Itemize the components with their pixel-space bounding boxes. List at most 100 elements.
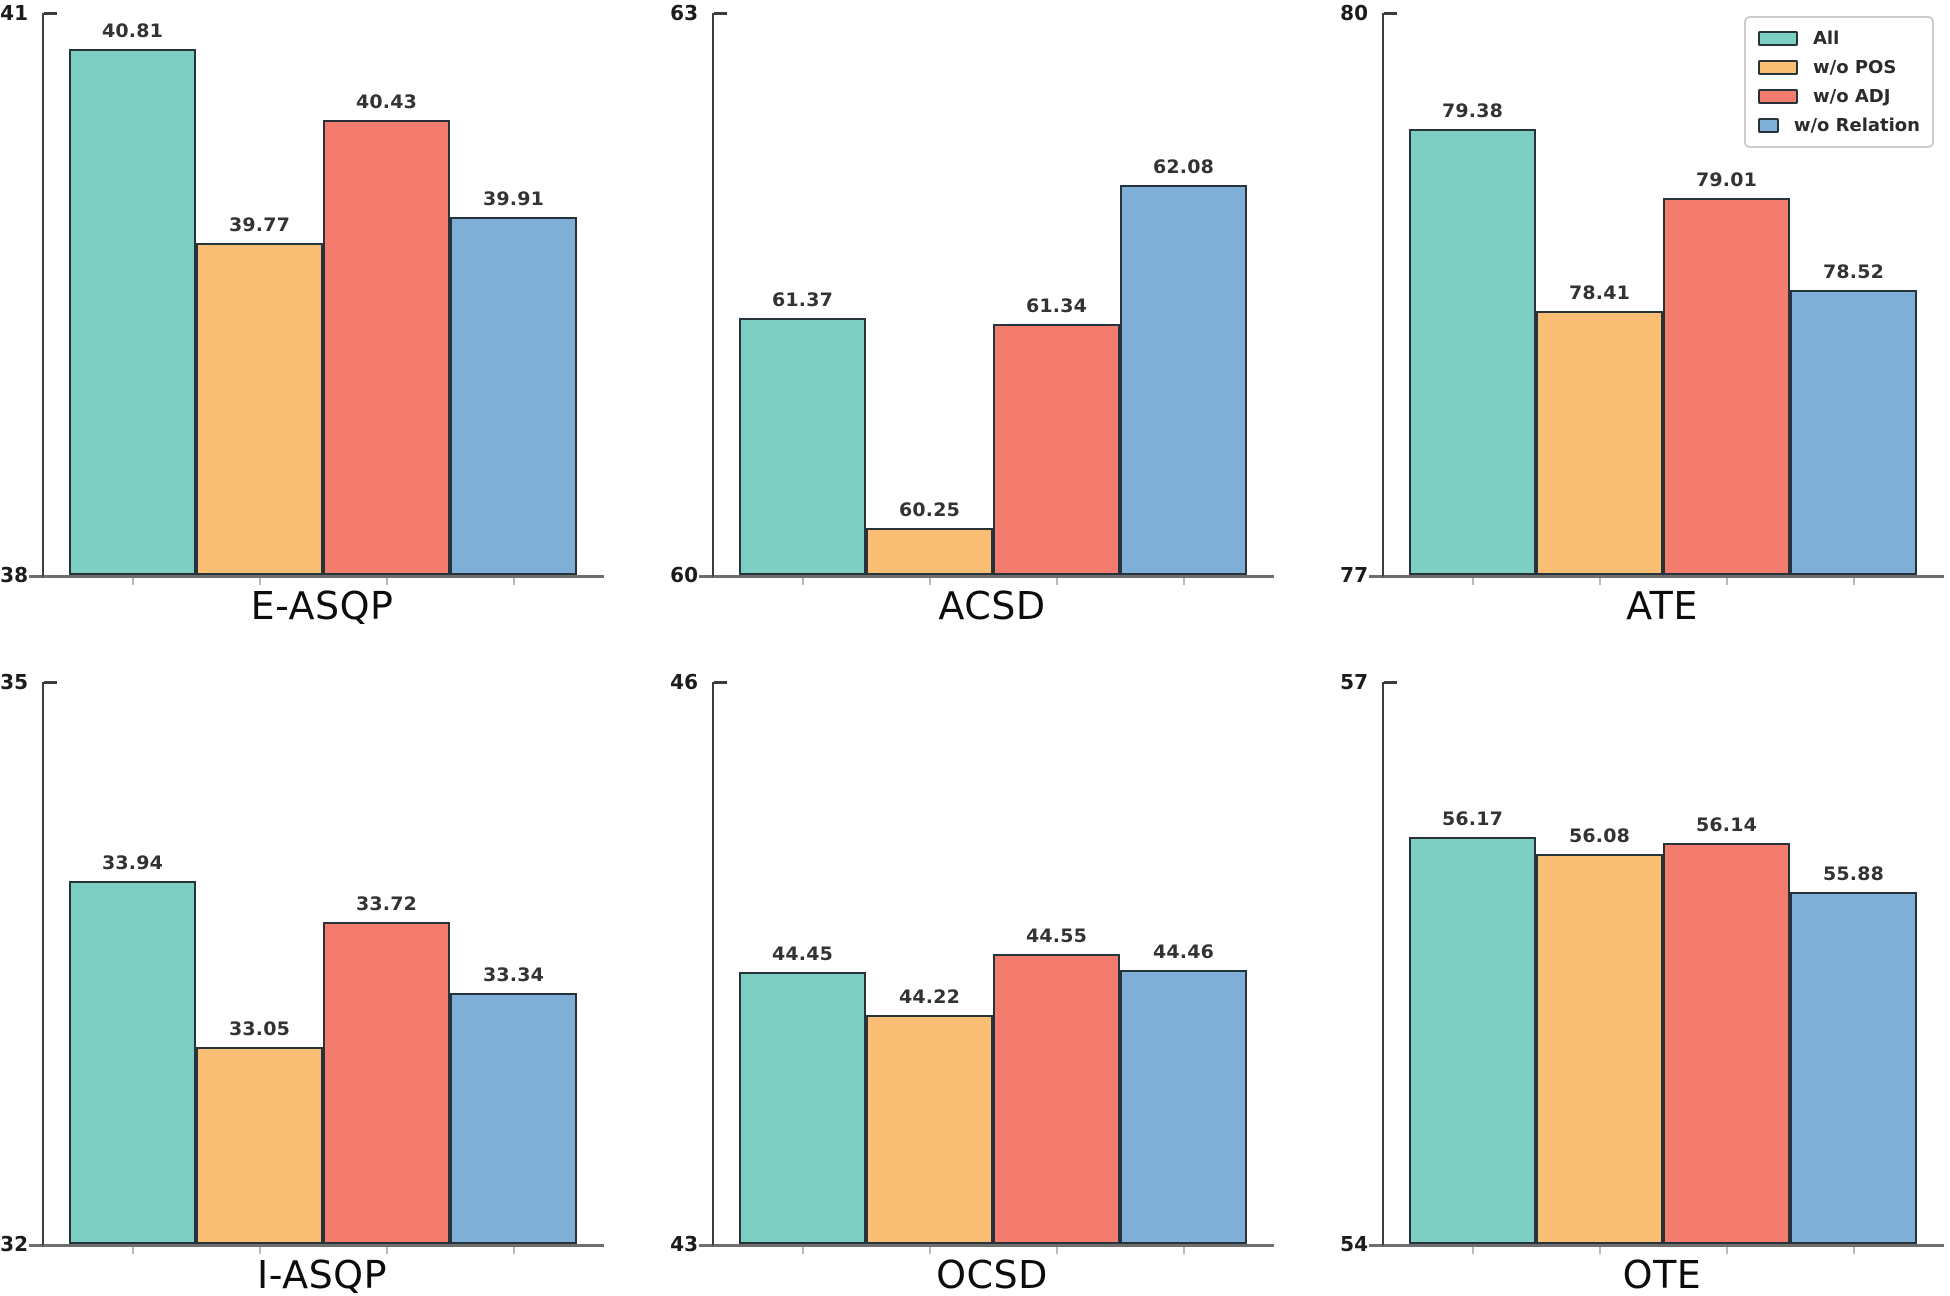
xtick-mark xyxy=(1598,1247,1601,1254)
bar-all xyxy=(739,972,866,1244)
bar-w-o-pos xyxy=(1536,854,1663,1244)
bar-w-o-pos xyxy=(866,1015,993,1244)
xtick-mark xyxy=(1471,578,1474,585)
bar-value-label: 56.08 xyxy=(1568,825,1631,847)
ytick-label-min: 77 xyxy=(1340,563,1368,587)
xtick-mark xyxy=(1725,1247,1728,1254)
xtick-mark xyxy=(1055,578,1058,585)
bar-value-label: 56.14 xyxy=(1695,814,1758,836)
bar-value-label: 78.41 xyxy=(1568,282,1631,304)
legend-label-w-o-relation: w/o Relation xyxy=(1793,115,1920,136)
ytick-label-min: 60 xyxy=(670,563,698,587)
ytick-mark-max xyxy=(1384,12,1397,15)
xtick-mark xyxy=(1852,1247,1855,1254)
legend-label-all: All xyxy=(1813,28,1840,49)
bar-value-label: 79.38 xyxy=(1441,100,1504,122)
xtick-mark xyxy=(258,578,261,585)
chart-title: ATE xyxy=(1626,584,1698,628)
bar-value-label: 44.22 xyxy=(898,986,961,1008)
bar-value-label: 39.77 xyxy=(228,214,291,236)
bar-w-o-pos xyxy=(866,528,993,575)
bar-value-label: 62.08 xyxy=(1152,156,1215,178)
bar-value-label: 55.88 xyxy=(1822,863,1885,885)
plot-area: 41 38 40.81 39.77 40.43 39.91 xyxy=(0,1,604,587)
ytick-mark-max xyxy=(44,12,57,15)
legend-entry-w-o-pos: w/o POS xyxy=(1758,57,1920,78)
ytick-mark-max xyxy=(44,681,57,684)
xtick-mark xyxy=(512,1247,515,1254)
plot-area: 46 43 44.45 44.22 44.55 44.46 xyxy=(670,670,1274,1256)
bar-w-o-pos xyxy=(1536,311,1663,575)
legend-swatch-w-o-relation xyxy=(1758,118,1779,133)
xtick-mark xyxy=(1598,578,1601,585)
bar-value-label: 33.05 xyxy=(228,1018,291,1040)
bar-value-label: 79.01 xyxy=(1695,169,1758,191)
bar-value-label: 39.91 xyxy=(482,188,545,210)
bar-value-label: 44.55 xyxy=(1025,925,1088,947)
xtick-mark xyxy=(385,1247,388,1254)
bar-w-o-relation xyxy=(1790,290,1917,575)
ytick-label-max: 63 xyxy=(670,1,698,25)
legend-entry-w-o-adj: w/o ADJ xyxy=(1758,86,1920,107)
chart-title: OTE xyxy=(1622,1253,1702,1296)
legend-label-w-o-adj: w/o ADJ xyxy=(1813,86,1891,107)
bar-value-label: 33.72 xyxy=(355,893,418,915)
plot-area: 57 54 56.17 56.08 56.14 55.88 xyxy=(1340,670,1944,1256)
plot-area: 35 32 33.94 33.05 33.72 33.34 xyxy=(0,670,604,1256)
bar-value-label: 56.17 xyxy=(1441,808,1504,830)
xtick-mark xyxy=(131,578,134,585)
xtick-mark xyxy=(801,1247,804,1254)
bar-w-o-relation xyxy=(1120,185,1247,575)
ytick-label-max: 57 xyxy=(1340,670,1368,694)
legend-entry-all: All xyxy=(1758,28,1920,49)
bar-all xyxy=(69,881,196,1244)
bar-all xyxy=(1409,837,1536,1244)
bar-value-label: 61.34 xyxy=(1025,295,1088,317)
legend-entry-w-o-relation: w/o Relation xyxy=(1758,115,1920,136)
xtick-mark xyxy=(1055,1247,1058,1254)
ytick-label-min: 32 xyxy=(0,1232,28,1256)
bar-w-o-adj xyxy=(993,324,1120,575)
xtick-mark xyxy=(928,578,931,585)
ytick-mark-max xyxy=(714,681,727,684)
ytick-mark-min xyxy=(699,1244,712,1247)
bar-w-o-relation xyxy=(450,217,577,575)
bar-value-label: 60.25 xyxy=(898,499,961,521)
bar-value-label: 40.43 xyxy=(355,91,418,113)
xtick-mark xyxy=(1725,578,1728,585)
ytick-mark-max xyxy=(714,12,727,15)
legend-label-w-o-pos: w/o POS xyxy=(1813,57,1897,78)
ytick-label-min: 54 xyxy=(1340,1232,1368,1256)
bar-w-o-adj xyxy=(1663,198,1790,575)
bar-value-label: 33.34 xyxy=(482,964,545,986)
xtick-mark xyxy=(801,578,804,585)
ytick-label-max: 46 xyxy=(670,670,698,694)
bar-all xyxy=(1409,129,1536,575)
legend-swatch-all xyxy=(1758,31,1798,46)
xtick-mark xyxy=(1471,1247,1474,1254)
bar-value-label: 44.46 xyxy=(1152,941,1215,963)
ytick-mark-min xyxy=(29,575,42,578)
bar-all xyxy=(739,318,866,575)
xtick-mark xyxy=(131,1247,134,1254)
ytick-mark-min xyxy=(699,575,712,578)
ytick-mark-min xyxy=(29,1244,42,1247)
chart-title: OCSD xyxy=(936,1253,1048,1296)
ytick-label-min: 38 xyxy=(0,563,28,587)
ytick-mark-min xyxy=(1369,575,1382,578)
xtick-mark xyxy=(258,1247,261,1254)
xtick-mark xyxy=(1182,578,1185,585)
bar-w-o-adj xyxy=(323,922,450,1244)
plot-area: 80 77 79.38 78.41 79.01 78.52 xyxy=(1340,1,1944,587)
bar-value-label: 61.37 xyxy=(771,289,834,311)
chart-title: ACSD xyxy=(938,584,1046,628)
bar-w-o-adj xyxy=(1663,843,1790,1244)
plot-area: 63 60 61.37 60.25 61.34 62.08 xyxy=(670,1,1274,587)
bar-all xyxy=(69,49,196,575)
bar-value-label: 44.45 xyxy=(771,943,834,965)
xtick-mark xyxy=(1852,578,1855,585)
legend-swatch-w-o-pos xyxy=(1758,60,1798,75)
xtick-mark xyxy=(1182,1247,1185,1254)
ytick-label-max: 41 xyxy=(0,1,28,25)
legend-swatch-w-o-adj xyxy=(1758,89,1798,104)
